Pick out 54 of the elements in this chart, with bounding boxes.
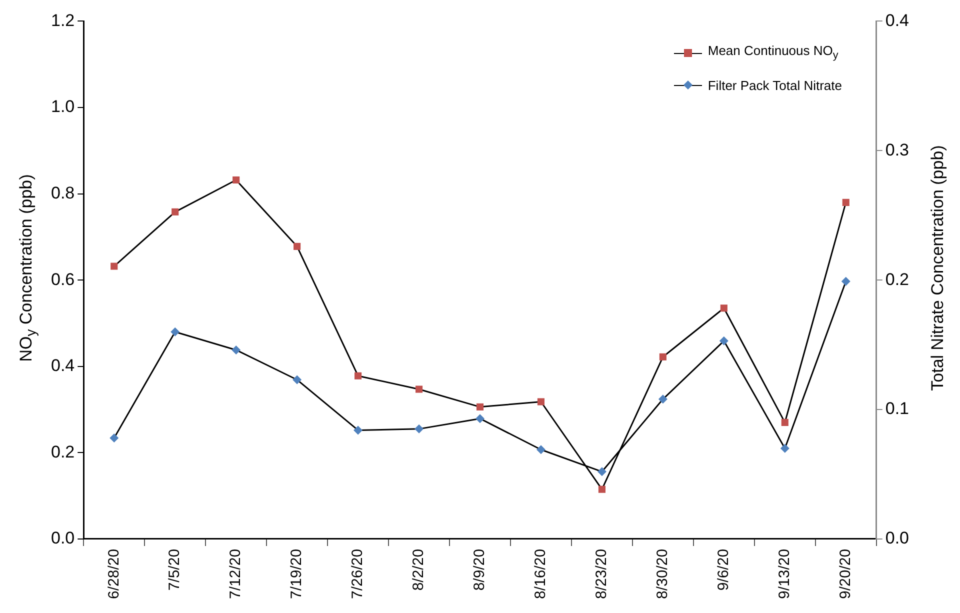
point <box>720 304 728 312</box>
x-tick-label: 8/16/20 <box>532 548 550 599</box>
y-tick-label: 1.2 <box>50 10 75 30</box>
point <box>110 433 119 442</box>
point <box>354 426 363 435</box>
point <box>842 198 850 206</box>
point <box>110 262 118 270</box>
point <box>597 467 606 476</box>
point <box>294 242 301 250</box>
y-tick-label: 0.6 <box>50 270 75 289</box>
y2-tick-label: 0.4 <box>885 10 910 30</box>
point <box>476 414 484 424</box>
point <box>414 424 424 434</box>
point <box>781 418 788 426</box>
x-tick-label: 8/23/20 <box>593 548 610 599</box>
y2-tick-label: 0.1 <box>885 399 910 418</box>
x-tick-label: 8/2/20 <box>410 548 428 591</box>
x-tick-label: 8/9/20 <box>471 548 488 591</box>
y-tick-label: 0.0 <box>50 528 75 548</box>
y-tick-label: 1.0 <box>50 97 75 116</box>
point <box>415 386 423 393</box>
x-tick-label: 7/5/20 <box>166 548 184 591</box>
point <box>719 336 728 346</box>
x-tick-label: 9/20/20 <box>837 548 854 599</box>
x-tick-label: 7/19/20 <box>288 548 306 599</box>
x-tick-label: 8/30/20 <box>654 548 672 599</box>
point <box>292 375 302 384</box>
point <box>172 208 179 216</box>
point <box>598 486 606 493</box>
y2-tick-label: 0.0 <box>885 528 910 548</box>
point <box>841 276 850 286</box>
point <box>476 403 484 410</box>
point <box>232 345 241 354</box>
point <box>658 394 668 404</box>
y2-axis-title: Total Nitrate Concentration (ppb) <box>928 145 948 391</box>
y2-tick-label: 0.3 <box>885 140 910 160</box>
legend-label: Filter Pack Total Nitrate <box>708 76 842 95</box>
point <box>537 398 545 406</box>
point <box>780 444 790 453</box>
x-tick-label: 9/6/20 <box>715 548 732 591</box>
point <box>536 445 546 454</box>
x-tick-label: 9/13/20 <box>776 548 794 599</box>
x-tick-label: 6/28/20 <box>105 548 122 599</box>
y-tick-label: 0.2 <box>50 442 75 462</box>
y-tick-label: 0.8 <box>50 183 75 202</box>
point <box>170 327 180 336</box>
point <box>354 372 362 380</box>
y2-tick-label: 0.2 <box>885 270 910 289</box>
x-tick-label: 7/12/20 <box>227 548 244 599</box>
point <box>232 176 240 184</box>
point <box>659 353 666 360</box>
legend-label: Mean Continuous NO$_{y}$ <box>708 42 838 64</box>
x-tick-label: 7/26/20 <box>349 548 366 599</box>
y-tick-label: 0.4 <box>50 356 75 376</box>
